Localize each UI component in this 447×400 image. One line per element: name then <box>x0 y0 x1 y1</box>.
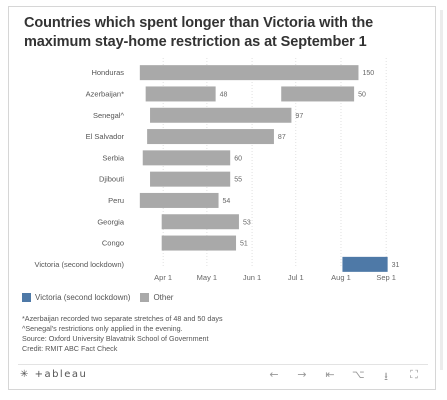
chart-title: Countries which spent longer than Victor… <box>24 15 374 50</box>
legend-label-other[interactable]: Other <box>153 292 174 302</box>
bar <box>150 171 231 187</box>
tableau-logo-icon: ✳ <box>20 369 30 380</box>
x-tick-label: May 1 <box>197 273 217 282</box>
x-tick-label: Apr 1 <box>154 273 172 282</box>
tableau-toolbar: ✳ +ableau ← → ⇤ ⌥ ⭳ ⛶ <box>18 364 428 385</box>
footnotes: *Azerbaijan recorded two separate stretc… <box>22 314 402 354</box>
x-tick-label: Jun 1 <box>243 273 261 282</box>
footnote-source: Source: Oxford University Blavatnik Scho… <box>22 334 209 343</box>
category-label: Georgia <box>97 217 125 226</box>
bar <box>342 256 388 272</box>
undo-icon[interactable]: ← <box>269 368 279 381</box>
data-label: 87 <box>278 134 286 141</box>
legend-swatch-victoria[interactable] <box>22 292 31 302</box>
revert-icon[interactable]: ⇤ <box>325 368 335 381</box>
toolbar-icons: ← → ⇤ ⌥ ⭳ ⛶ <box>268 368 420 387</box>
legend-swatch-other[interactable] <box>140 292 150 302</box>
data-label: 31 <box>392 262 400 269</box>
tableau-logo[interactable]: ✳ +ableau <box>20 369 87 380</box>
category-label: El Salvador <box>86 132 125 141</box>
data-label: 51 <box>240 241 248 248</box>
category-label: Senegal^ <box>93 111 125 120</box>
footnote-senegal: ^Senegal's restrictions only applied in … <box>22 324 183 333</box>
footnote-azerbaijan: *Azerbaijan recorded two separate stretc… <box>22 314 223 323</box>
footnote-credit: Credit: RMIT ABC Fact Check <box>22 344 118 353</box>
bar <box>161 214 239 230</box>
tableau-logo-text: +ableau <box>34 369 88 380</box>
fullscreen-icon[interactable]: ⛶ <box>410 368 418 381</box>
bar <box>139 192 219 208</box>
data-label: 97 <box>295 113 303 120</box>
bar <box>139 65 359 81</box>
category-label: Congo <box>102 239 124 248</box>
category-label: Victoria (second lockdown) <box>35 260 125 269</box>
data-label: 53 <box>243 219 251 226</box>
bar <box>161 235 237 251</box>
download-icon[interactable]: ⭳ <box>384 370 388 383</box>
category-label: Serbia <box>102 153 125 162</box>
category-label: Honduras <box>91 68 124 77</box>
bar <box>145 86 216 102</box>
data-label: 55 <box>234 177 242 184</box>
legend: Victoria (second lockdown) Other <box>22 290 179 304</box>
data-label: 150 <box>362 70 374 77</box>
x-tick-label: Jul 1 <box>288 273 304 282</box>
data-label: 60 <box>234 155 242 162</box>
category-label: Djibouti <box>99 175 124 184</box>
data-label: 48 <box>220 91 228 98</box>
legend-label-victoria[interactable]: Victoria (second lockdown) <box>35 292 131 302</box>
bar <box>150 107 292 123</box>
data-label: 54 <box>223 198 231 205</box>
scrollbar[interactable] <box>440 10 443 370</box>
bar <box>281 86 355 102</box>
x-tick-label: Sep 1 <box>376 273 396 282</box>
share-icon[interactable]: ⌥ <box>352 368 365 381</box>
bar <box>147 129 274 145</box>
category-label: Azerbaijan* <box>86 89 124 98</box>
data-label: 50 <box>358 91 366 98</box>
x-tick-label: Aug 1 <box>331 273 351 282</box>
redo-icon[interactable]: → <box>297 368 307 381</box>
category-label: Peru <box>108 196 124 205</box>
bar <box>142 150 231 166</box>
